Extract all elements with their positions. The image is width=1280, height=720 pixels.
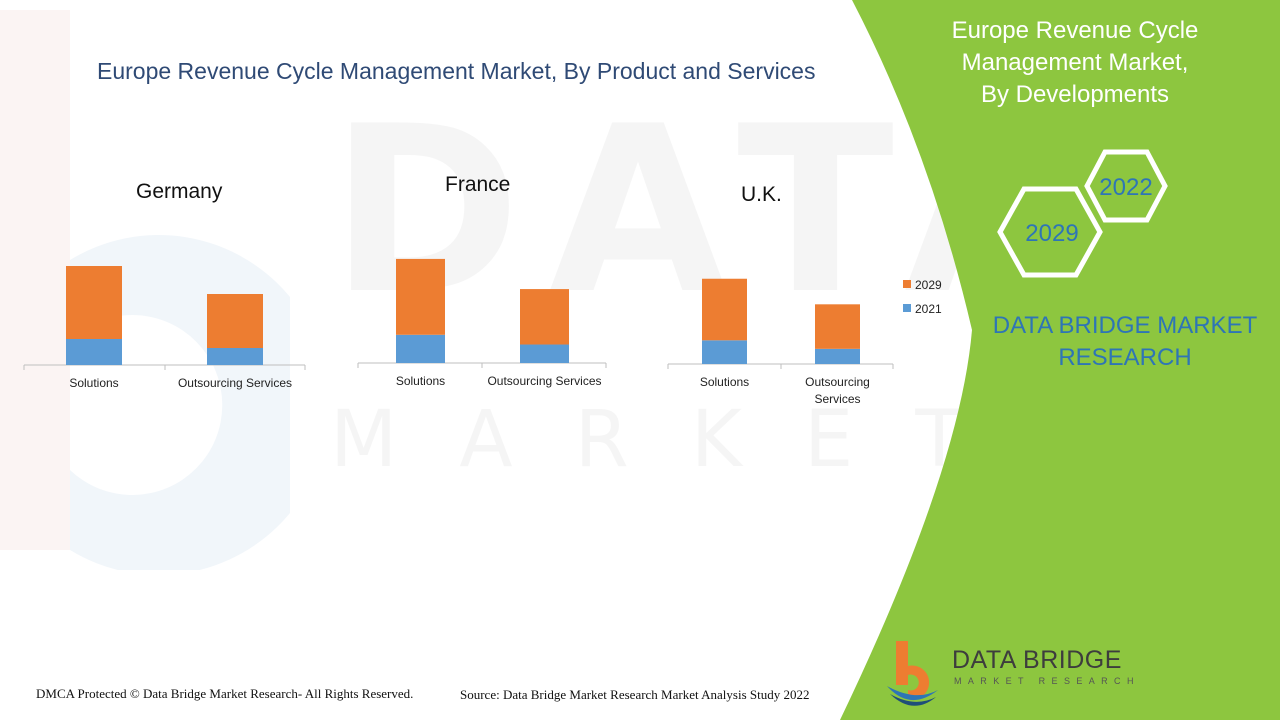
category-label: Solutions (700, 375, 749, 389)
germany-title: Germany (136, 180, 223, 203)
panel-title: Europe Revenue Cycle Management Market, … (951, 17, 1199, 108)
bar-2029-outsourcing-services (207, 294, 263, 348)
logo-name: DATA BRIDGE (952, 646, 1122, 674)
bar-2029-outsourcing-services (520, 289, 569, 345)
hexagon-2029 (997, 186, 1103, 278)
category-label: Outsourcing Services (487, 374, 601, 388)
footer-copyright: DMCA Protected © Data Bridge Market Rese… (36, 686, 414, 701)
category-label: Outsourcing Services (178, 376, 292, 390)
logo-tagline: MARKET RESEARCH (954, 676, 1140, 686)
legend-swatch-2029 (903, 280, 911, 288)
category-label: Solutions (396, 374, 445, 388)
hex-label-2022: 2022 (1099, 174, 1152, 201)
bar-2021-outsourcing-services (520, 344, 569, 363)
category-label: Outsourcing Services (805, 375, 870, 406)
bar-2021-solutions (702, 340, 747, 364)
green-panel-shape (840, 0, 1280, 720)
bar-2021-outsourcing-services (815, 348, 860, 364)
chart-canvas: Solutions Outsourcing Services Solutions Ou… (23, 258, 942, 406)
hex-label-2029: 2029 (1025, 220, 1078, 247)
legend-label-2029: 2029 (915, 278, 942, 292)
hexagon-2022 (1084, 149, 1168, 223)
legend-swatch-2021 (903, 304, 911, 312)
brand-text: DATA BRIDGE MARKET RESEARCH (992, 312, 1258, 371)
chart-title: Europe Revenue Cycle Management Market, … (97, 58, 816, 84)
bar-2029-solutions (702, 278, 747, 341)
france-title: France (445, 173, 511, 196)
bar-2029-solutions (66, 266, 122, 339)
bar-2021-outsourcing-services (207, 348, 263, 365)
bar-2021-solutions (66, 339, 122, 365)
bar-2029-solutions (396, 258, 445, 335)
footer-source: Source: Data Bridge Market Research Mark… (460, 687, 810, 702)
uk-title: U.K. (741, 183, 782, 206)
legend-label-2021: 2021 (915, 302, 942, 316)
bar-2029-outsourcing-services (815, 304, 860, 349)
bar-2021-solutions (396, 334, 445, 363)
data-bridge-logo-icon (887, 641, 938, 706)
category-label: Solutions (69, 376, 118, 390)
